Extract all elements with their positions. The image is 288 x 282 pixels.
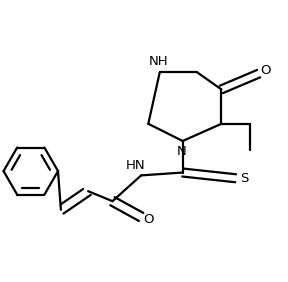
Text: NH: NH — [149, 55, 168, 68]
Text: S: S — [240, 172, 249, 185]
Text: O: O — [143, 213, 154, 226]
Text: N: N — [177, 146, 187, 158]
Text: HN: HN — [126, 159, 146, 172]
Text: O: O — [261, 64, 271, 77]
